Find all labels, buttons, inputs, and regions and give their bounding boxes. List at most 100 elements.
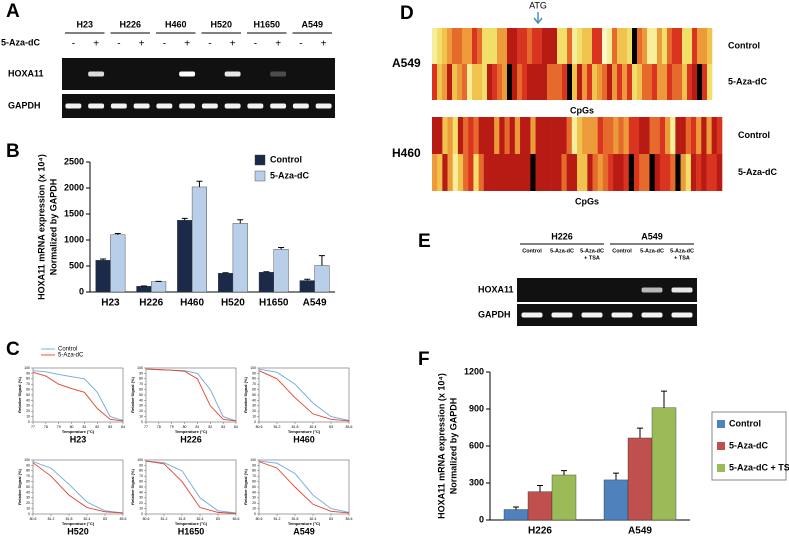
heat-cell <box>520 154 526 191</box>
label: A549 <box>293 526 315 536</box>
heat-cell <box>582 28 588 64</box>
heat-cell <box>675 117 681 154</box>
gel-band <box>179 71 196 77</box>
label: 80.6 <box>256 425 263 429</box>
label: 78 <box>44 425 48 429</box>
error-bar <box>637 427 643 438</box>
label: 40 <box>252 490 256 494</box>
label: 83 <box>221 425 225 429</box>
label: 40 <box>252 398 256 402</box>
heat-cell <box>452 28 458 64</box>
label: 90 <box>139 463 143 467</box>
heat-cell <box>711 154 718 191</box>
heat-cell <box>662 64 668 100</box>
heat-cell <box>692 28 698 64</box>
label: H1650 <box>259 298 289 309</box>
heat-cell <box>652 64 658 100</box>
label: 80 <box>70 425 74 429</box>
label: + <box>321 39 327 50</box>
heat-cell <box>463 154 469 191</box>
gel-band <box>671 312 693 318</box>
label: 90 <box>252 371 256 375</box>
label: 90 <box>139 371 143 375</box>
legend-swatch <box>717 464 725 472</box>
heat-cell <box>477 28 483 64</box>
bar <box>299 280 315 293</box>
label: 10 <box>26 415 30 419</box>
heat-cell <box>628 117 635 154</box>
heat-cell <box>432 117 438 154</box>
label: 50 <box>252 485 256 489</box>
heat-cell <box>504 154 510 191</box>
gel <box>517 304 697 326</box>
label: 900 <box>469 403 484 413</box>
label: 82.4 <box>197 517 204 521</box>
heat-cell <box>494 117 500 154</box>
error-bar <box>661 390 667 408</box>
label: 5-Aza-dC <box>1 37 41 47</box>
heat-cell <box>492 64 498 100</box>
heat-cell <box>577 117 583 154</box>
label: Temperature (°C) <box>175 429 208 434</box>
line <box>258 460 350 513</box>
legend-swatch <box>254 154 266 166</box>
heat-cell <box>608 117 614 154</box>
line <box>258 368 350 421</box>
heat-cell <box>447 64 453 100</box>
label: A549 <box>641 231 663 241</box>
gel-band <box>671 287 693 293</box>
heat-cell <box>472 28 478 64</box>
label: 100 <box>24 458 30 462</box>
gel-band <box>641 287 663 293</box>
error-bar <box>263 271 270 273</box>
heat-cell <box>535 117 542 154</box>
heat-cell <box>530 154 536 191</box>
heat-cell <box>514 117 521 154</box>
label: Control <box>270 154 302 164</box>
heat-cell <box>665 154 671 191</box>
bar <box>177 220 193 293</box>
heat-cell <box>467 28 473 64</box>
label: 100 <box>137 458 143 462</box>
bar <box>151 281 167 293</box>
heat-cell <box>547 28 553 64</box>
label: 0 <box>28 512 30 516</box>
error-bar <box>100 258 107 261</box>
heat-cell <box>706 117 712 154</box>
heat-cell <box>509 154 516 191</box>
gel-band <box>247 103 264 109</box>
label: Control <box>522 248 542 254</box>
label: 0 <box>79 286 84 296</box>
heat-cell <box>649 117 655 154</box>
label: 80.6 <box>143 517 150 521</box>
heat-cell <box>540 154 547 191</box>
label: 30 <box>26 404 30 408</box>
heat-cell <box>566 117 573 154</box>
label: H23 <box>101 298 120 309</box>
line <box>145 368 237 422</box>
label: 81.8 <box>292 425 299 429</box>
label: H23 <box>76 19 93 29</box>
bar <box>651 407 677 521</box>
line <box>32 461 124 514</box>
heat-cell <box>517 28 523 64</box>
heat-cell <box>623 154 630 191</box>
label: 5-Aza-dC <box>550 248 574 254</box>
label: H460 <box>180 298 204 309</box>
label: 20 <box>26 501 30 505</box>
heat-cell <box>607 64 613 100</box>
bar <box>110 234 126 293</box>
heat-cell <box>499 154 505 191</box>
heat-cell <box>702 64 708 100</box>
label: 83 <box>103 517 107 521</box>
bar <box>258 272 274 293</box>
heat-cell <box>562 64 568 100</box>
label: 80 <box>252 377 256 381</box>
heat-cell <box>437 154 443 191</box>
label: 5-Aza-dC <box>670 248 694 254</box>
gel <box>62 58 335 90</box>
label: 78 <box>157 425 161 429</box>
label: 81 <box>82 425 86 429</box>
label: ATG <box>529 0 547 10</box>
